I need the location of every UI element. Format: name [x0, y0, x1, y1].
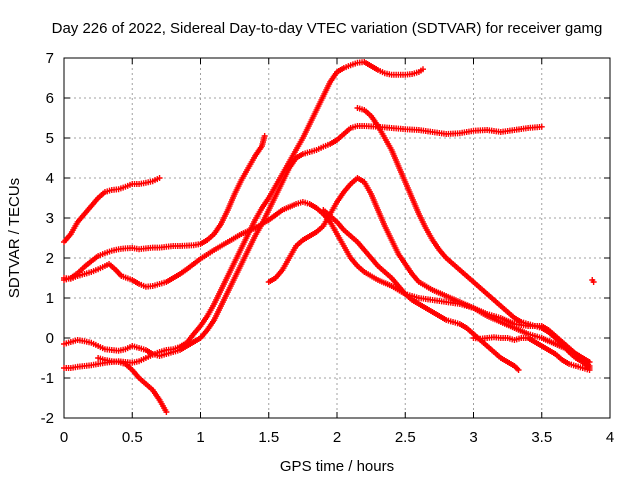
x-tick-label: 2 [333, 429, 341, 446]
data-point [538, 123, 545, 130]
data-point [156, 175, 163, 181]
x-tick-label: 1.5 [258, 429, 279, 446]
y-tick-label: 1 [46, 290, 54, 307]
y-tick-label: 7 [46, 50, 54, 67]
x-tick-label: 3.5 [531, 429, 552, 446]
y-tick-label: -1 [41, 370, 54, 387]
x-tick-label: 1 [196, 429, 204, 446]
data-point [163, 409, 170, 415]
series-arc-3 [61, 133, 268, 283]
y-tick-label: -2 [41, 410, 54, 427]
y-tick-label: 4 [46, 170, 54, 187]
chart-title: Day 226 of 2022, Sidereal Day-to-day VTE… [52, 20, 603, 37]
series-arc-10 [470, 334, 593, 373]
y-tick-label: 0 [46, 330, 54, 347]
data-points [61, 59, 597, 415]
data-point [590, 279, 597, 285]
series-arc-6 [95, 355, 170, 415]
y-tick-label: 5 [46, 130, 54, 147]
x-tick-label: 3 [469, 429, 477, 446]
series-arc-11 [589, 277, 597, 285]
series-arc-4 [61, 123, 545, 359]
series-arc-8 [354, 105, 593, 371]
series-arc-1 [61, 175, 163, 245]
x-tick-label: 4 [606, 429, 614, 446]
data-point [261, 133, 268, 139]
data-point [419, 66, 426, 73]
x-tick-label: 2.5 [395, 429, 416, 446]
x-tick-label: 0 [60, 429, 68, 446]
series-arc-7 [265, 175, 593, 369]
y-tick-label: 2 [46, 250, 54, 267]
data-point [586, 367, 593, 373]
axis-ticks: 0 0.5 1 1.5 2 2.5 3 3.5 4 -2 -1 0 1 2 3 4 5 6 7 [41, 50, 615, 446]
x-tick-label: 0.5 [122, 429, 143, 446]
y-axis-label: SDTVAR / TECUs [6, 178, 23, 298]
data-point [515, 367, 522, 373]
x-axis-label: GPS time / hours [280, 458, 394, 475]
grid-lines [64, 58, 610, 418]
y-tick-label: 6 [46, 90, 54, 107]
y-tick-label: 3 [46, 210, 54, 227]
